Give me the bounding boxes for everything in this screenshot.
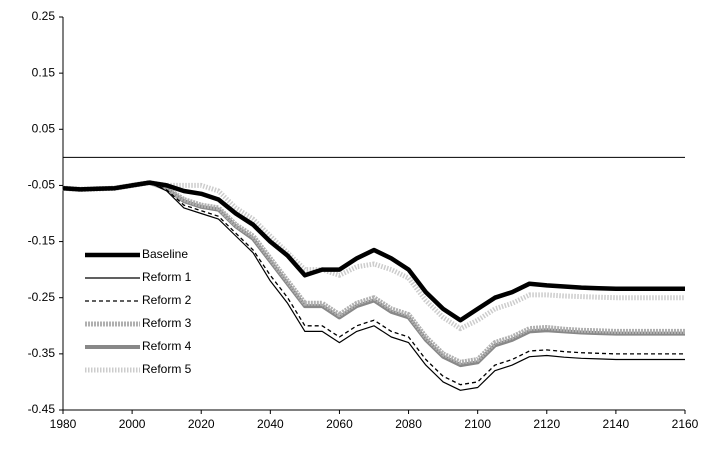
y-tick-label: 0.15 — [32, 65, 56, 79]
y-tick-label: 0.05 — [32, 121, 56, 135]
y-tick-label: -0.35 — [28, 346, 56, 360]
legend-label: Reform 4 — [142, 339, 192, 353]
x-tick-label: 2120 — [533, 417, 560, 431]
y-tick-label: 0.25 — [32, 9, 56, 23]
y-tick-label: -0.25 — [28, 290, 56, 304]
x-tick-label: 2040 — [257, 417, 284, 431]
x-tick-label: 1980 — [50, 417, 77, 431]
x-tick-label: 2160 — [672, 417, 699, 431]
series-line — [62, 180, 685, 323]
x-tick-label: 2080 — [395, 417, 422, 431]
y-tick-label: -0.05 — [28, 178, 56, 192]
series-line — [62, 180, 685, 332]
x-tick-label: 2020 — [188, 417, 215, 431]
x-tick-label: 2140 — [603, 417, 630, 431]
y-tick-label: -0.45 — [28, 402, 56, 416]
x-tick-label: 2060 — [326, 417, 353, 431]
series-line — [62, 180, 685, 365]
series-line — [62, 182, 685, 391]
legend-label: Reform 1 — [142, 270, 192, 284]
x-tick-label: 2000 — [119, 417, 146, 431]
legend-label: Baseline — [142, 247, 188, 261]
series-line — [62, 181, 685, 386]
legend-label: Reform 2 — [142, 293, 192, 307]
y-tick-label: -0.15 — [28, 234, 56, 248]
x-tick-label: 2100 — [464, 417, 491, 431]
legend-label: Reform 3 — [142, 316, 192, 330]
legend-label: Reform 5 — [142, 362, 192, 376]
